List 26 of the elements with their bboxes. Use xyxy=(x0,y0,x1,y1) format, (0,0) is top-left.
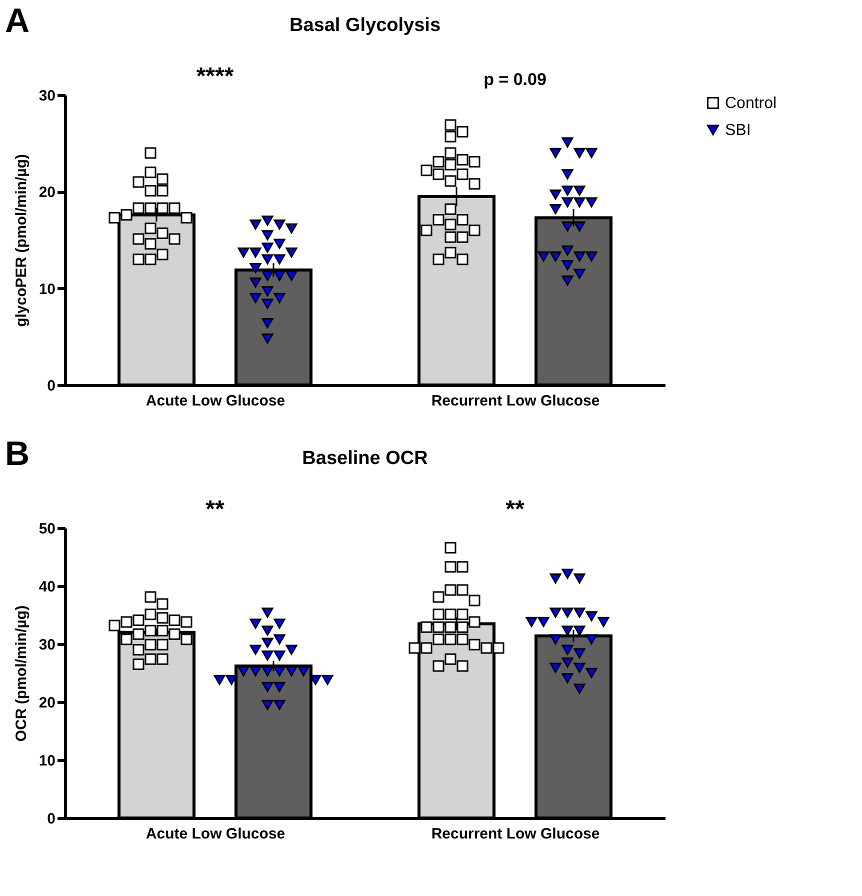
text: ** xyxy=(206,496,225,523)
text: A xyxy=(5,2,30,40)
y-axis-title: OCR (pmol/min/µg) xyxy=(12,605,30,742)
text: ** xyxy=(506,496,525,523)
text: B xyxy=(5,435,30,473)
x-tick-label: Acute Low Glucose xyxy=(146,826,286,842)
y-axis-title: glycoPER (pmol/min/µg) xyxy=(12,154,30,327)
y-tick-label: 30 xyxy=(38,88,56,104)
x-tick-label: Recurrent Low Glucose xyxy=(431,826,600,842)
text: **** xyxy=(196,63,234,90)
legend-label: Control xyxy=(725,95,777,112)
chart-title: Baseline OCR xyxy=(302,448,428,469)
chart-title: Basal Glycolysis xyxy=(289,15,441,36)
y-tick-label: 20 xyxy=(38,694,56,712)
y-tick-label: 0 xyxy=(47,378,56,394)
y-tick-label: 50 xyxy=(38,520,56,538)
y-tick-label: 30 xyxy=(38,636,56,654)
x-tick-label: Recurrent Low Glucose xyxy=(431,392,600,410)
y-tick-label: 10 xyxy=(38,280,56,298)
x-tick-label: Acute Low Glucose xyxy=(146,392,286,410)
y-tick-label: 10 xyxy=(38,752,56,770)
y-tick-label: 20 xyxy=(38,184,56,202)
text: p = 0.09 xyxy=(484,70,546,89)
y-tick-label: 40 xyxy=(38,578,56,596)
y-tick-label: 0 xyxy=(47,810,56,828)
legend-label: SBI xyxy=(725,122,751,139)
